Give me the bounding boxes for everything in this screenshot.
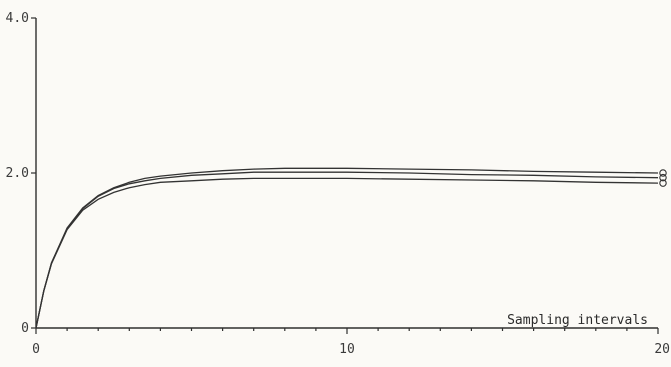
series-end-marker-1	[659, 169, 667, 177]
series-line-1	[35, 167, 659, 329]
x-tick-label: 10	[339, 342, 355, 357]
series-end-marker-3	[659, 179, 667, 187]
series-line-3	[35, 177, 659, 329]
x-tick-label: 20	[654, 342, 670, 357]
x-axis-title: Sampling intervals	[507, 313, 648, 328]
series-group	[35, 167, 659, 329]
series-end-marker-2	[659, 173, 667, 182]
series-line-2	[35, 171, 659, 329]
y-tick-label: 2.0	[6, 166, 29, 181]
series-end-markers	[659, 169, 667, 187]
tick-group: 0 2.0 4.0 0 10 20	[6, 11, 670, 357]
y-tick-label: 4.0	[6, 11, 29, 26]
x-tick-label: 0	[32, 342, 40, 357]
axes	[35, 18, 658, 329]
y-tick-label: 0	[21, 321, 29, 336]
